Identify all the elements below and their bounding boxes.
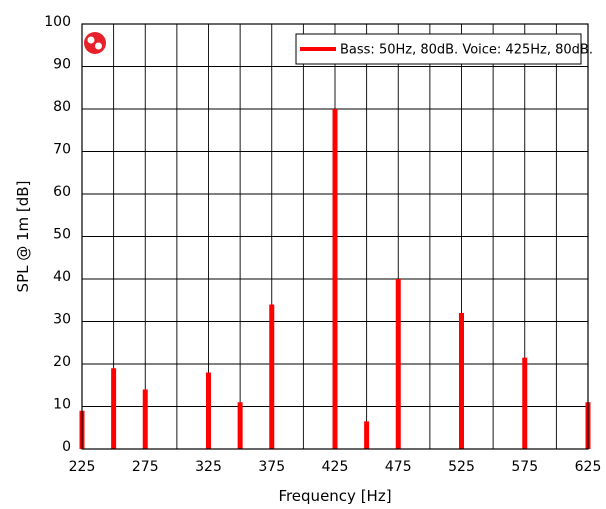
y-axis-label: SPL @ 1m [dB] (14, 181, 32, 293)
x-tick-label: 575 (511, 459, 538, 475)
y-tick-labels: 0 10 20 30 40 50 60 70 80 90 100 (44, 14, 71, 455)
spectrum-bar (395, 279, 401, 449)
spectrum-bar (237, 402, 243, 449)
x-tick-label: 425 (322, 459, 349, 475)
spectrum-bar (111, 368, 117, 449)
spectrum-bar (522, 357, 528, 449)
plot-frame (81, 23, 589, 450)
y-tick-label: 0 (62, 439, 71, 455)
spectrum-bars (79, 109, 591, 449)
y-tick-label: 60 (53, 184, 71, 200)
red-circle-logo-icon (84, 32, 106, 54)
x-tick-labels: 225 275 325 375 425 475 525 575 625 (69, 459, 602, 475)
x-tick-label: 225 (69, 459, 96, 475)
x-tick-label: 625 (575, 459, 602, 475)
y-tick-label: 90 (53, 57, 71, 73)
y-tick-label: 80 (53, 99, 71, 115)
legend: Bass: 50Hz, 80dB. Voice: 425Hz, 80dB. (295, 33, 593, 65)
spectrum-bar (332, 109, 338, 449)
spectrum-bar (269, 304, 275, 449)
x-tick-label: 275 (132, 459, 159, 475)
spectrum-bar (142, 389, 148, 449)
y-tick-label: 10 (53, 397, 71, 413)
y-tick-label: 70 (53, 142, 71, 158)
x-tick-label: 375 (258, 459, 285, 475)
spectrum-bar (364, 421, 370, 449)
spectrum-bar (459, 313, 464, 449)
y-tick-label: 40 (53, 269, 71, 285)
spectrum-bar (206, 372, 211, 449)
x-tick-label: 325 (195, 459, 222, 475)
y-tick-label: 30 (53, 312, 71, 328)
legend-box (295, 33, 582, 65)
y-tick-label: 20 (53, 354, 71, 370)
x-axis-label: Frequency [Hz] (278, 487, 391, 505)
legend-entry-label: Bass: 50Hz, 80dB. Voice: 425Hz, 80dB. (340, 43, 593, 58)
y-tick-label: 100 (44, 14, 71, 30)
x-tick-label: 475 (385, 459, 412, 475)
x-tick-label: 525 (448, 459, 475, 475)
y-tick-label: 50 (53, 227, 71, 243)
